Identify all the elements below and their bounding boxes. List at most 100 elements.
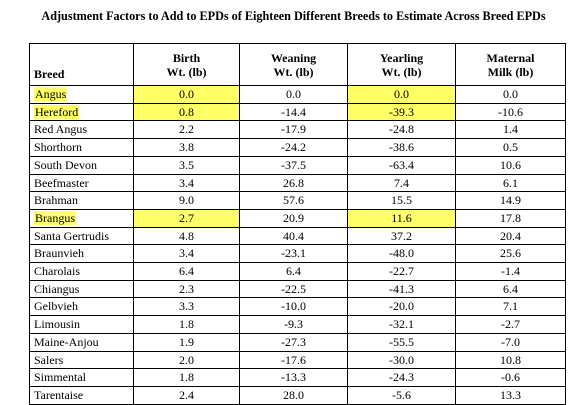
cell-birth: 2.7 <box>133 208 240 228</box>
cell-birth: 1.9 <box>133 332 240 352</box>
cell-weaning-value: -10.0 <box>281 299 306 314</box>
cell-milk-value: 7.1 <box>503 299 518 314</box>
cell-milk: 0.0 <box>455 85 566 104</box>
cell-breed-value: Shorthorn <box>34 140 82 155</box>
cell-yearling-value: 11.6 <box>348 210 455 227</box>
cell-breed-value: Salers <box>34 352 64 367</box>
cell-milk-value: -1.4 <box>501 264 520 279</box>
cell-milk: 7.1 <box>455 297 566 317</box>
cell-breed-value: South Devon <box>34 157 97 172</box>
cell-milk: 1.4 <box>455 120 566 140</box>
cell-milk-value: 0.5 <box>503 140 518 155</box>
cell-milk: -10.6 <box>455 102 566 122</box>
cell-weaning-value: 6.4 <box>286 264 301 279</box>
cell-milk: -0.6 <box>455 368 566 387</box>
cell-breed-value: Charolais <box>34 264 80 279</box>
table-row: Gelbvieh 3.3 -10.0 -20.0 7.1 <box>29 297 566 317</box>
table-row: Braunvieh 3.4 -23.1 -48.0 25.6 <box>29 244 566 264</box>
cell-milk: 10.8 <box>455 350 566 370</box>
cell-milk: 25.6 <box>455 244 566 264</box>
cell-breed: Red Angus <box>29 120 134 140</box>
cell-yearling-value: -55.5 <box>389 334 414 349</box>
cell-milk-value: -10.6 <box>498 104 523 119</box>
column-header-birth-wt: Birth Wt. (lb) <box>133 43 240 86</box>
cell-weaning-value: 0.0 <box>286 87 301 101</box>
cell-milk-value: 14.9 <box>500 193 521 208</box>
cell-birth-value: 0.0 <box>134 86 239 103</box>
cell-milk-value: 20.4 <box>500 228 521 243</box>
cell-birth-value: 2.4 <box>179 387 194 402</box>
cell-birth: 0.8 <box>133 102 240 122</box>
cell-birth: 0.0 <box>133 85 240 104</box>
cell-weaning-value: -17.6 <box>281 352 306 367</box>
cell-birth: 9.0 <box>133 191 240 210</box>
column-header-breed: Breed <box>29 43 134 86</box>
cell-birth: 4.8 <box>133 226 240 246</box>
cell-weaning-value: -24.2 <box>281 140 306 155</box>
table-row: Hereford 0.8 -14.4 -39.3 -10.6 <box>29 102 566 122</box>
cell-milk: 13.3 <box>455 385 566 405</box>
cell-birth-value: 1.8 <box>179 370 194 385</box>
cell-yearling: 7.4 <box>347 173 456 193</box>
cell-birth: 3.8 <box>133 138 240 157</box>
cell-birth: 3.3 <box>133 297 240 317</box>
table-row: Shorthorn 3.8 -24.2 -38.6 0.5 <box>29 138 566 157</box>
cell-weaning: -23.1 <box>239 244 348 264</box>
cell-milk-value: 6.4 <box>503 281 518 296</box>
cell-weaning: -17.6 <box>239 350 348 370</box>
cell-weaning: -22.5 <box>239 279 348 299</box>
cell-yearling-value: -41.3 <box>389 281 414 296</box>
cell-birth: 6.4 <box>133 262 240 281</box>
cell-yearling: 0.0 <box>347 85 456 104</box>
table-body: Angus 0.0 0.0 0.0 0.0 Hereford 0.8 -14.4 -39.3 -1… <box>29 85 566 405</box>
cell-breed: Charolais <box>29 262 134 281</box>
cell-weaning-value: -14.4 <box>281 104 306 119</box>
cell-weaning-value: 57.6 <box>283 193 304 208</box>
cell-weaning: -14.4 <box>239 102 348 122</box>
cell-weaning: 40.4 <box>239 226 348 246</box>
cell-milk-value: 17.8 <box>500 210 521 225</box>
cell-birth: 1.8 <box>133 368 240 387</box>
cell-breed: Chiangus <box>29 279 134 299</box>
cell-birth-value: 2.2 <box>179 122 194 137</box>
cell-milk-value: -7.0 <box>501 334 520 349</box>
cell-milk: 0.5 <box>455 138 566 157</box>
cell-weaning: 28.0 <box>239 385 348 405</box>
cell-milk: -7.0 <box>455 332 566 352</box>
table-row: Tarentaise 2.4 28.0 -5.6 13.3 <box>29 385 566 405</box>
cell-birth: 2.4 <box>133 385 240 405</box>
cell-yearling-value: 0.0 <box>348 86 455 103</box>
cell-weaning-value: 20.9 <box>283 210 304 225</box>
cell-yearling: -55.5 <box>347 332 456 352</box>
cell-milk-value: -2.7 <box>501 317 520 332</box>
cell-weaning-value: -17.9 <box>281 122 306 137</box>
cell-yearling-value: 7.4 <box>394 175 409 190</box>
cell-birth-value: 3.5 <box>179 157 194 172</box>
cell-milk: 6.4 <box>455 279 566 299</box>
cell-yearling-value: -63.4 <box>389 157 414 172</box>
table-row: Red Angus 2.2 -17.9 -24.8 1.4 <box>29 120 566 140</box>
cell-birth: 2.0 <box>133 350 240 370</box>
table-row: Charolais 6.4 6.4 -22.7 -1.4 <box>29 262 566 281</box>
cell-breed: Santa Gertrudis <box>29 226 134 246</box>
cell-birth: 1.8 <box>133 315 240 334</box>
table-row: Salers 2.0 -17.6 -30.0 10.8 <box>29 350 566 370</box>
cell-weaning: -9.3 <box>239 315 348 334</box>
adjustment-factors-table: Breed Birth Wt. (lb) Weaning Wt. (lb) Year… <box>29 43 566 405</box>
column-header-maternal-milk: Maternal Milk (lb) <box>455 43 566 86</box>
cell-yearling: -38.6 <box>347 138 456 157</box>
cell-birth-value: 6.4 <box>179 264 194 279</box>
cell-weaning-value: -23.1 <box>281 246 306 261</box>
cell-weaning: -10.0 <box>239 297 348 317</box>
cell-birth: 3.4 <box>133 244 240 264</box>
cell-breed: Angus <box>29 85 134 104</box>
cell-yearling-value: -48.0 <box>389 246 414 261</box>
cell-milk: 6.1 <box>455 173 566 193</box>
cell-weaning: 0.0 <box>239 85 348 104</box>
cell-breed: Maine-Anjou <box>29 332 134 352</box>
cell-weaning-value: -37.5 <box>281 157 306 172</box>
cell-yearling: 11.6 <box>347 208 456 228</box>
cell-birth-value: 0.8 <box>134 104 239 120</box>
cell-breed: South Devon <box>29 155 134 175</box>
cell-milk: 20.4 <box>455 226 566 246</box>
